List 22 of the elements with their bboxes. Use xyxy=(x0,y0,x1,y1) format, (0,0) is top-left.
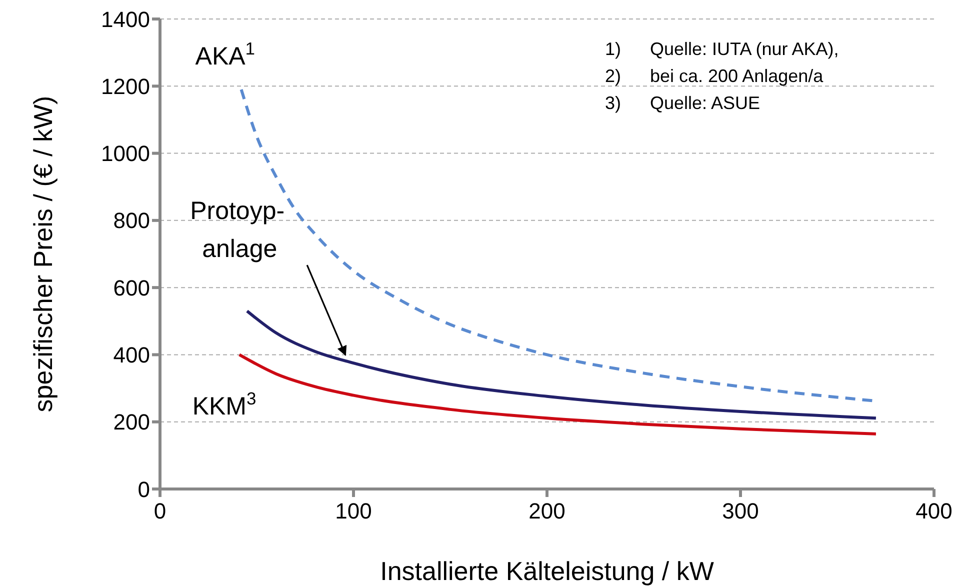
x-tick-label: 300 xyxy=(722,498,759,524)
y-tick-label: 0 xyxy=(138,476,150,502)
x-axis-title: Installierte Kälteleistung / kW xyxy=(380,556,714,586)
y-tick-label: 600 xyxy=(113,275,150,300)
text: 3) Quelle: ASUE xyxy=(605,93,760,113)
y-tick-label: 400 xyxy=(113,342,150,368)
x-tick-label: 100 xyxy=(335,498,372,524)
y-tick-label: 1200 xyxy=(101,74,150,99)
y-axis-title: spezifischer Preis / (€ / kW) xyxy=(28,96,58,412)
y-tick-label: 1000 xyxy=(101,141,150,166)
x-tick-label: 400 xyxy=(916,498,952,524)
y-tick-label: 200 xyxy=(113,410,150,435)
text: Protoyp- anlage xyxy=(190,197,285,264)
x-tick-label: 200 xyxy=(528,498,566,524)
text: 2) bei ca. 200 Anlagen/a xyxy=(605,66,824,86)
line-series xyxy=(246,310,878,420)
series-label: AKA$^{1}$ xyxy=(195,38,256,70)
y-tick-label: 800 xyxy=(113,208,150,234)
text: 1) Quelle: IUTA (nur AKA), xyxy=(605,39,839,59)
series-label: KKM$^{3}$ xyxy=(192,388,256,421)
x-tick-label: 0 xyxy=(154,498,166,524)
y-tick-label: 1400 xyxy=(101,6,150,32)
